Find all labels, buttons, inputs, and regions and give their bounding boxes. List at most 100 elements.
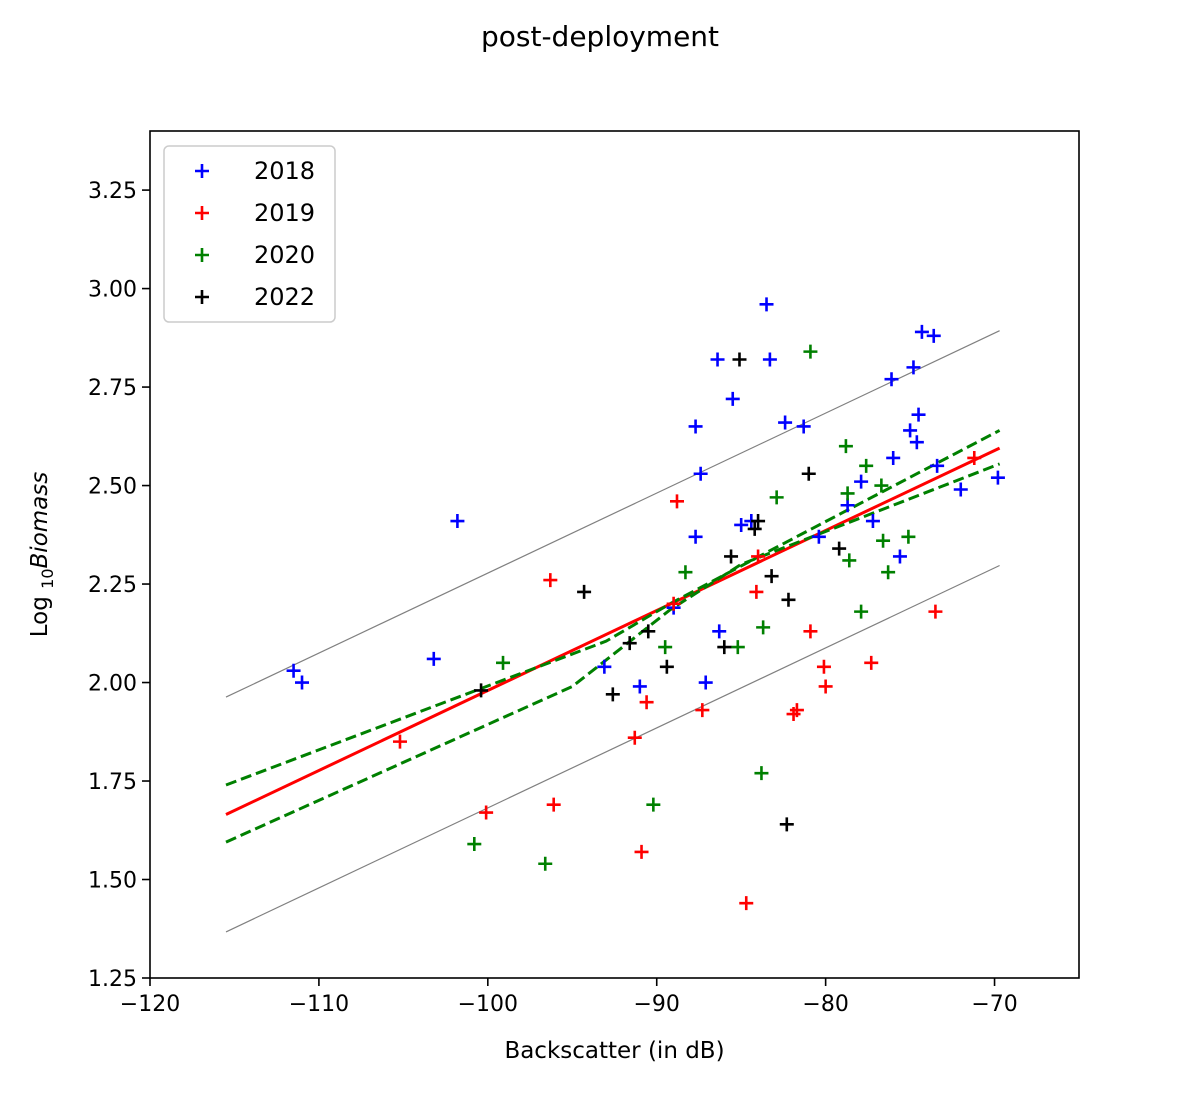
data-point bbox=[754, 766, 769, 781]
plot-frame bbox=[149, 130, 1080, 979]
data-point bbox=[990, 470, 1005, 485]
y-tick-label: 3.25 bbox=[88, 179, 137, 204]
legend-label: 2018 bbox=[254, 157, 315, 185]
plot-lines bbox=[225, 330, 1001, 933]
data-point bbox=[854, 604, 869, 619]
line-prediction-upper bbox=[225, 330, 1000, 698]
legend-label: 2022 bbox=[254, 283, 315, 311]
data-point bbox=[840, 486, 855, 501]
data-point bbox=[639, 695, 654, 710]
data-point bbox=[641, 624, 656, 639]
plot-markers bbox=[286, 297, 1005, 911]
data-point bbox=[911, 407, 926, 422]
y-tick-label: 2.75 bbox=[88, 376, 137, 401]
y-tick-label: 2.50 bbox=[88, 475, 137, 500]
data-point bbox=[881, 565, 896, 580]
data-point bbox=[832, 541, 847, 556]
data-point bbox=[577, 584, 592, 599]
data-point bbox=[876, 533, 891, 548]
legend-label: 2020 bbox=[254, 241, 315, 269]
data-point bbox=[914, 324, 929, 339]
data-point bbox=[749, 584, 764, 599]
data-point bbox=[543, 573, 558, 588]
data-point bbox=[816, 659, 831, 674]
data-point bbox=[546, 797, 561, 812]
data-point bbox=[903, 423, 918, 438]
y-axis-label-subscript: 10 bbox=[38, 568, 57, 588]
x-tick-label: −70 bbox=[971, 992, 1017, 1017]
data-point bbox=[751, 514, 766, 529]
data-point bbox=[759, 297, 774, 312]
data-point bbox=[756, 620, 771, 635]
data-point bbox=[739, 896, 754, 911]
x-tick-label: −90 bbox=[634, 992, 680, 1017]
data-point bbox=[717, 640, 732, 655]
data-point bbox=[688, 529, 703, 544]
data-point bbox=[658, 640, 673, 655]
data-point bbox=[632, 679, 647, 694]
line-prediction-lower bbox=[225, 564, 1000, 933]
data-point bbox=[634, 844, 649, 859]
legend-label: 2019 bbox=[254, 199, 315, 227]
data-point bbox=[884, 372, 899, 387]
data-point bbox=[789, 703, 804, 718]
y-tick-label: 1.50 bbox=[88, 869, 137, 894]
line-fit bbox=[225, 446, 1001, 816]
data-point bbox=[724, 549, 739, 564]
data-point bbox=[953, 482, 968, 497]
data-point bbox=[854, 474, 869, 489]
series-2020 bbox=[467, 344, 916, 871]
y-tick-label: 1.25 bbox=[88, 967, 137, 992]
data-point bbox=[450, 514, 465, 529]
data-point bbox=[811, 529, 826, 544]
data-point bbox=[901, 529, 916, 544]
data-point bbox=[803, 344, 818, 359]
data-point bbox=[693, 466, 708, 481]
data-point bbox=[909, 435, 924, 450]
data-point bbox=[906, 360, 921, 375]
legend-marker bbox=[195, 290, 209, 304]
data-point bbox=[392, 734, 407, 749]
data-point bbox=[597, 659, 612, 674]
data-point bbox=[803, 624, 818, 639]
data-point bbox=[669, 494, 684, 509]
data-point bbox=[605, 687, 620, 702]
data-point bbox=[678, 565, 693, 580]
legend-frame bbox=[163, 145, 336, 323]
data-point bbox=[926, 328, 941, 343]
y-axis-label-quantity: Biomass bbox=[27, 472, 53, 569]
y-axis-label-prefix: Log bbox=[27, 589, 53, 637]
legend-marker bbox=[195, 248, 209, 262]
legend: 2018 2019 2020 2022 bbox=[163, 145, 336, 323]
legend-marker bbox=[195, 206, 209, 220]
chart-title: post-deployment bbox=[481, 20, 719, 53]
data-point bbox=[698, 675, 713, 690]
data-point bbox=[796, 419, 811, 434]
data-point bbox=[286, 663, 301, 678]
data-point bbox=[778, 415, 793, 430]
data-point bbox=[865, 514, 880, 529]
data-point bbox=[781, 592, 796, 607]
data-point bbox=[467, 837, 482, 852]
y-tick-label: 1.75 bbox=[88, 770, 137, 795]
data-point bbox=[842, 553, 857, 568]
y-tick-label: 3.00 bbox=[88, 278, 137, 303]
series-2022 bbox=[474, 352, 847, 832]
data-point bbox=[646, 797, 661, 812]
data-point bbox=[734, 517, 749, 532]
x-tick-label: −110 bbox=[289, 992, 349, 1017]
data-point bbox=[762, 352, 777, 367]
data-point bbox=[747, 521, 762, 536]
data-point bbox=[886, 450, 901, 465]
data-point bbox=[730, 640, 745, 655]
data-point bbox=[295, 675, 310, 690]
data-point bbox=[818, 679, 833, 694]
series-2019 bbox=[392, 450, 982, 911]
data-point bbox=[538, 856, 553, 871]
y-axis-label: Log 10Biomass bbox=[27, 472, 57, 637]
data-point bbox=[892, 549, 907, 564]
line-confidence-lower bbox=[225, 462, 1001, 844]
y-tick-label: 2.00 bbox=[88, 672, 137, 697]
data-point bbox=[779, 817, 794, 832]
